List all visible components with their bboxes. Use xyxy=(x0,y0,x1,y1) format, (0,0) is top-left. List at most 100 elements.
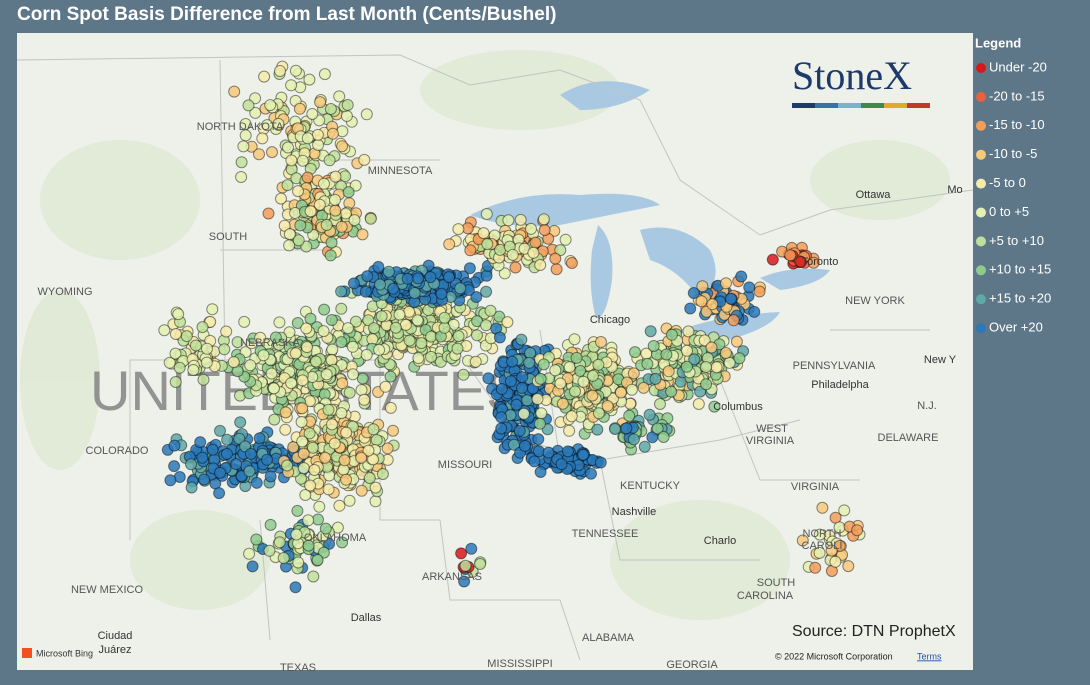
map-label: TEXAS xyxy=(280,662,316,674)
point xyxy=(565,257,578,269)
map-label: PENNSYLVANIA xyxy=(793,360,876,372)
point xyxy=(309,355,322,368)
map-label: Juárez xyxy=(98,644,131,656)
point xyxy=(235,171,248,183)
point xyxy=(829,511,842,524)
point xyxy=(230,458,243,471)
point xyxy=(541,423,554,436)
point xyxy=(308,464,321,476)
point xyxy=(303,73,316,86)
point xyxy=(285,154,298,167)
point xyxy=(554,377,567,390)
map-label: DELAWARE xyxy=(878,432,939,444)
point xyxy=(335,407,348,420)
map-label: NEW YORK xyxy=(845,295,905,307)
terms-link[interactable]: Terms xyxy=(917,651,942,661)
map-label: Philadelpha xyxy=(811,379,869,391)
map-label: CAROLI xyxy=(802,540,843,552)
point xyxy=(723,356,736,369)
point xyxy=(372,260,385,273)
point xyxy=(813,546,826,559)
point xyxy=(641,357,654,370)
point xyxy=(324,249,337,262)
point xyxy=(341,99,354,111)
map-label: Chicago xyxy=(590,314,630,326)
point xyxy=(187,364,200,376)
map-label: GEORGIA xyxy=(666,659,718,671)
point xyxy=(368,322,381,335)
title: Corn Spot Basis Difference from Last Mon… xyxy=(17,4,556,25)
point xyxy=(424,271,437,284)
points xyxy=(158,60,866,594)
point xyxy=(387,282,400,295)
point xyxy=(324,103,337,115)
point xyxy=(700,361,712,373)
point xyxy=(493,310,506,323)
map-label: NEBRASKA xyxy=(240,337,301,349)
point xyxy=(644,325,657,338)
point xyxy=(355,451,368,464)
point xyxy=(568,333,581,346)
point xyxy=(297,447,310,460)
point xyxy=(393,308,406,321)
map-label: Mo xyxy=(947,184,962,196)
point xyxy=(681,344,693,357)
legend-swatch xyxy=(976,265,986,276)
point xyxy=(253,432,266,445)
point xyxy=(727,314,740,327)
legend: Under -20 -20 to -15 -15 to -10 -10 to -5 -5… xyxy=(976,59,1051,335)
point xyxy=(657,431,670,443)
point xyxy=(367,453,380,466)
point xyxy=(349,315,362,328)
point xyxy=(363,472,376,484)
legend-swatch xyxy=(976,120,986,131)
point xyxy=(340,110,353,122)
legend-title: Legend xyxy=(975,35,1021,50)
legend-label: -5 to 0 xyxy=(989,175,1026,190)
point xyxy=(362,444,375,457)
point xyxy=(318,303,331,316)
point xyxy=(336,377,349,390)
point xyxy=(517,407,530,420)
point xyxy=(296,435,309,448)
point xyxy=(482,372,495,385)
point xyxy=(620,422,633,435)
point xyxy=(465,542,478,555)
point xyxy=(206,443,219,456)
legend-swatch xyxy=(976,149,986,160)
point xyxy=(443,238,456,251)
legend-swatch xyxy=(976,294,986,305)
point xyxy=(221,433,234,446)
map-label: NORTH xyxy=(803,528,842,540)
point xyxy=(506,248,519,261)
point xyxy=(470,291,483,303)
point xyxy=(272,117,285,130)
point xyxy=(795,255,807,268)
point xyxy=(304,205,317,218)
point xyxy=(682,325,695,338)
point xyxy=(700,378,713,391)
source: Source: DTN ProphetX xyxy=(792,623,956,640)
point xyxy=(325,236,338,249)
point xyxy=(506,355,519,368)
point xyxy=(296,402,309,415)
point xyxy=(168,460,181,473)
point xyxy=(458,575,471,588)
map-label: TENNESSEE xyxy=(572,528,639,540)
point xyxy=(528,455,541,468)
point xyxy=(313,500,326,513)
point xyxy=(364,212,377,225)
point xyxy=(323,154,336,167)
point xyxy=(389,321,402,334)
point xyxy=(302,514,315,527)
point xyxy=(374,278,386,291)
point xyxy=(287,441,300,454)
point xyxy=(733,352,746,365)
point xyxy=(318,68,331,81)
point xyxy=(585,467,597,480)
point xyxy=(269,331,282,344)
map-labels: NORTH DAKOTA MINNESOTA SOUTH WYOMING NEBRASK… xyxy=(38,121,963,674)
point xyxy=(684,302,697,315)
point xyxy=(343,494,356,507)
